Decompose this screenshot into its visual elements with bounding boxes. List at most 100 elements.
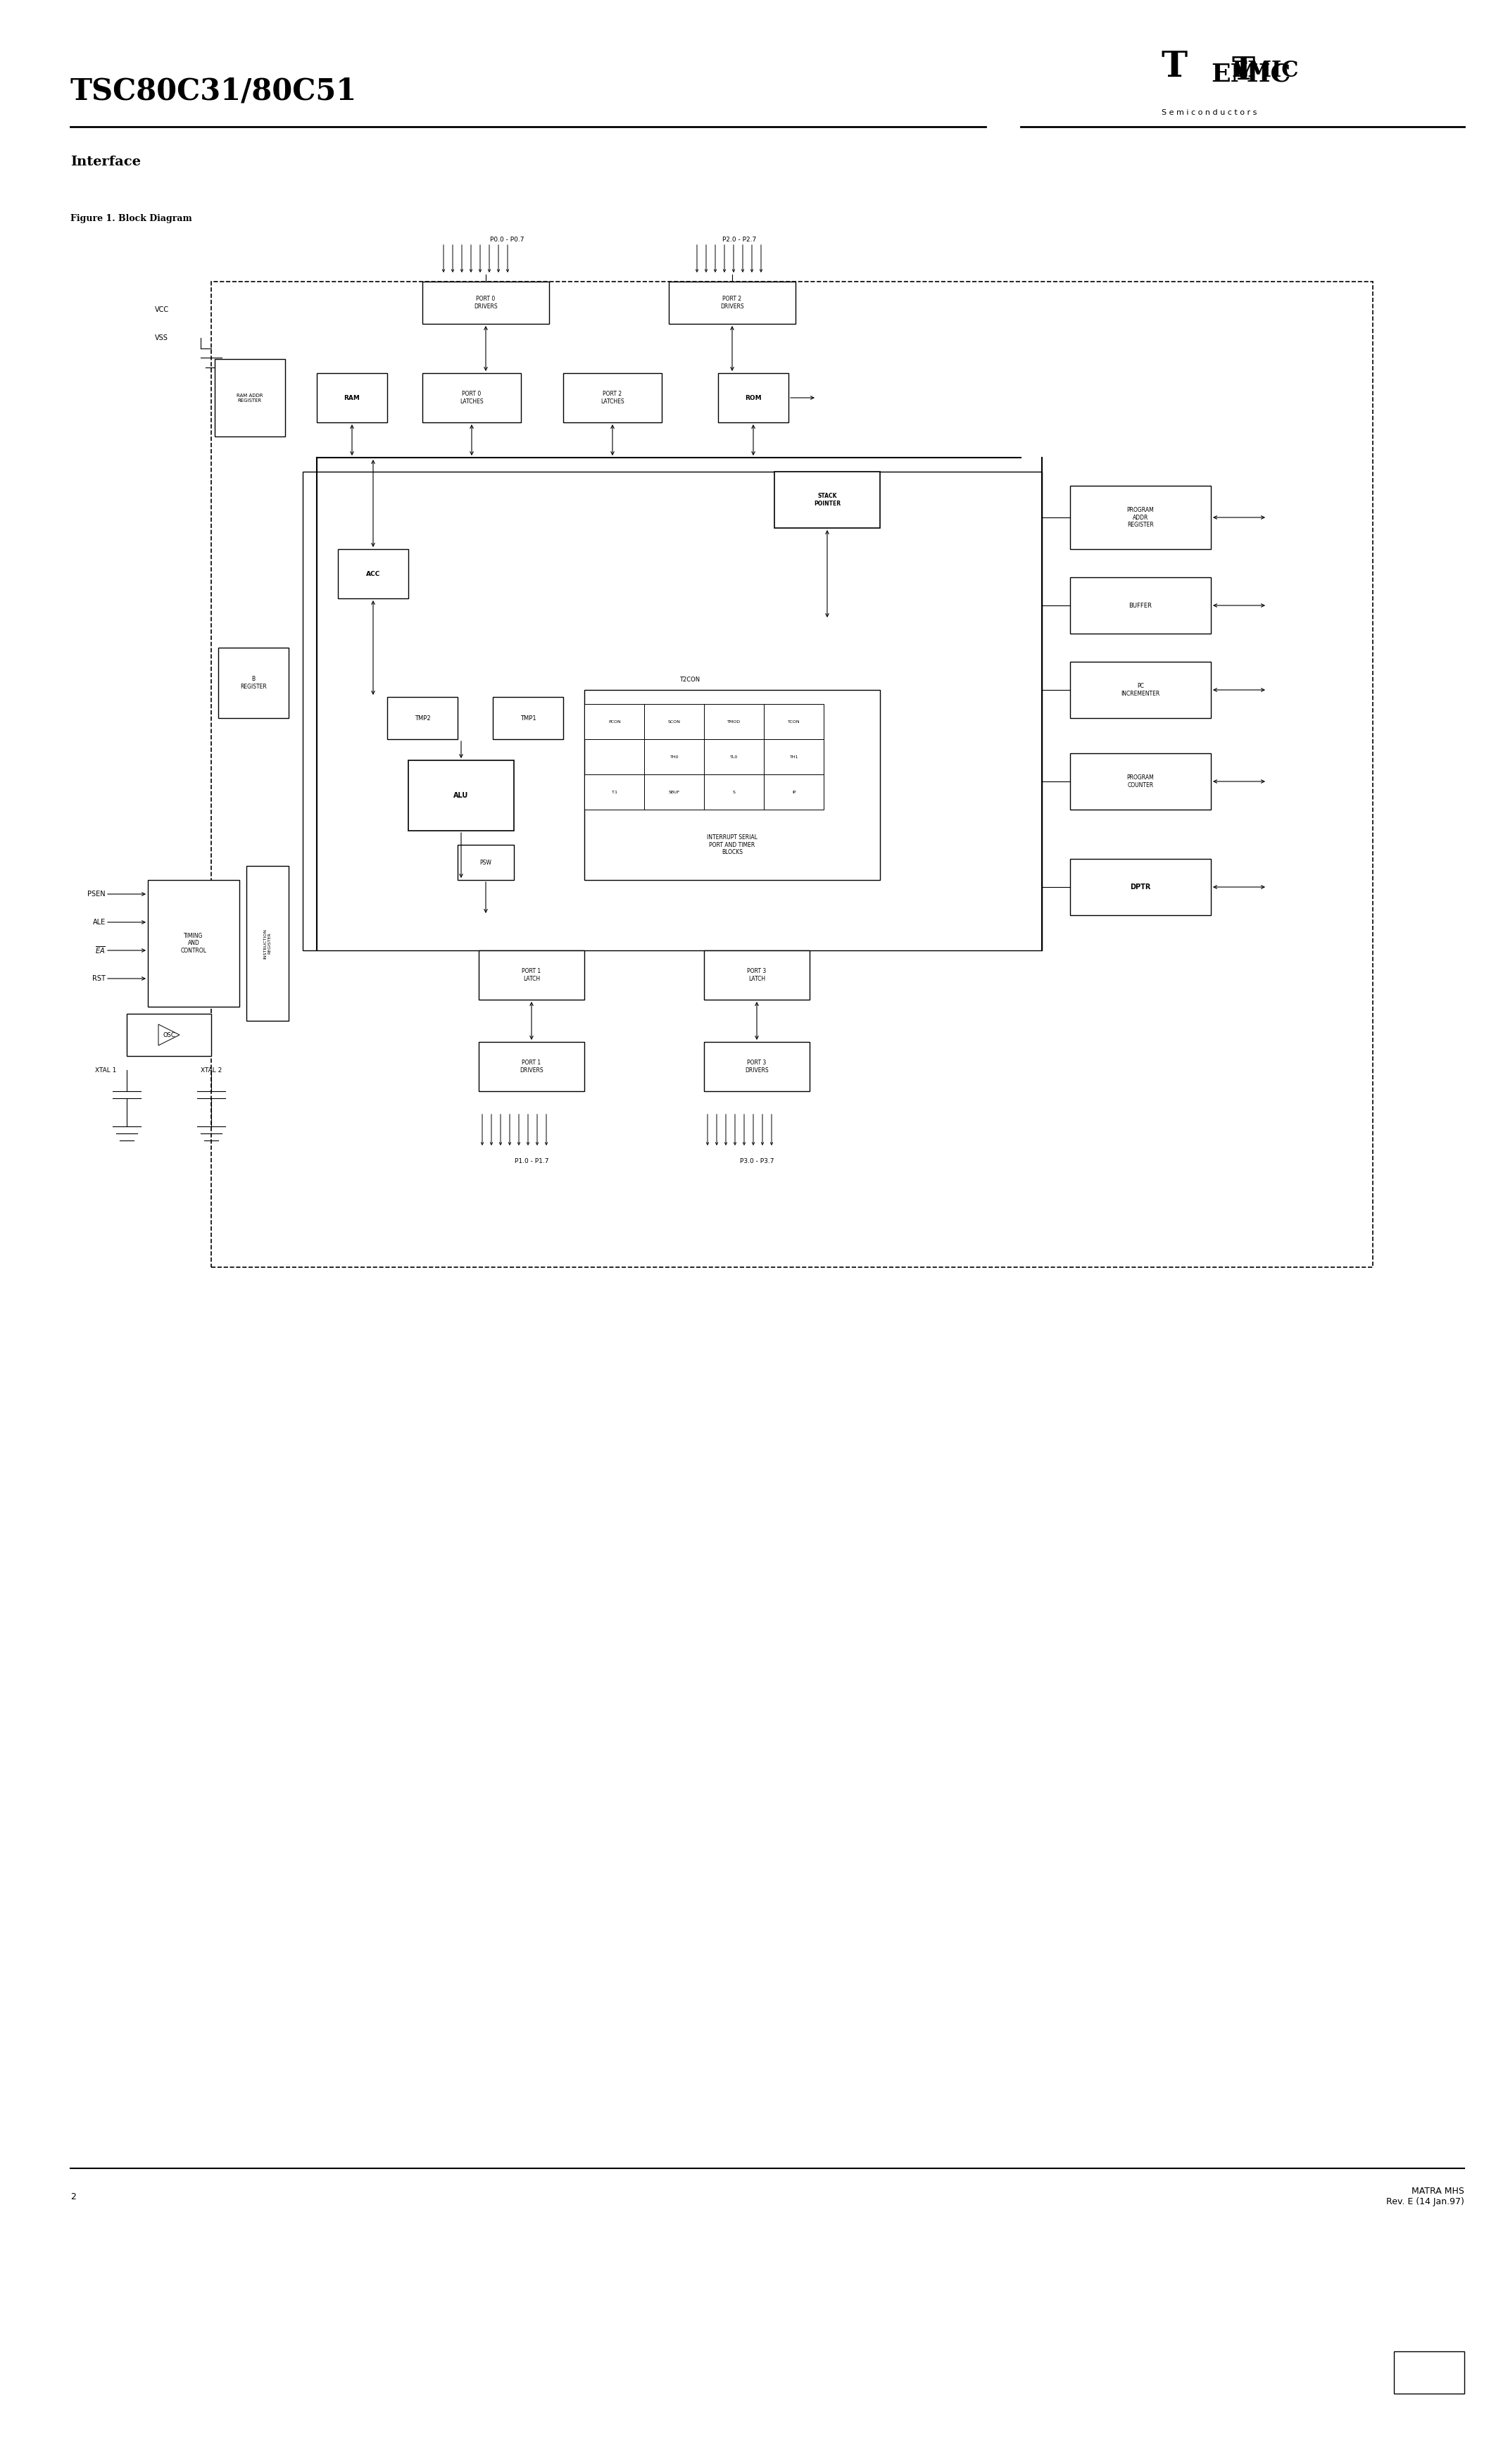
- Text: ALU: ALU: [453, 791, 468, 798]
- Bar: [492, 697, 562, 739]
- Bar: [764, 774, 824, 811]
- Text: B
REGISTER: B REGISTER: [241, 675, 266, 690]
- Text: PROGRAM
ADDR
REGISTER: PROGRAM ADDR REGISTER: [1126, 508, 1153, 527]
- Bar: [562, 372, 661, 421]
- Bar: [211, 281, 1373, 1266]
- Text: STACK
POINTER: STACK POINTER: [814, 493, 841, 508]
- Bar: [645, 739, 705, 774]
- Bar: [1070, 860, 1210, 914]
- Text: T: T: [1161, 49, 1188, 84]
- Text: PORT 2
LATCHES: PORT 2 LATCHES: [600, 392, 624, 404]
- Text: PORT 2
DRIVERS: PORT 2 DRIVERS: [721, 296, 744, 310]
- Text: S: S: [733, 791, 736, 793]
- Text: PORT 1
LATCH: PORT 1 LATCH: [522, 968, 542, 981]
- Bar: [479, 951, 585, 1000]
- Text: 2: 2: [70, 2193, 76, 2200]
- Text: PSEN: PSEN: [88, 890, 106, 897]
- Text: INSTRUCTION
REGISTER: INSTRUCTION REGISTER: [263, 929, 271, 958]
- Bar: [585, 690, 880, 880]
- Bar: [705, 774, 764, 811]
- Text: Interface: Interface: [70, 155, 141, 168]
- Text: P1.0 - P1.7: P1.0 - P1.7: [515, 1158, 549, 1165]
- Bar: [458, 845, 515, 880]
- Bar: [338, 549, 408, 599]
- Text: BUFFER: BUFFER: [1129, 601, 1152, 609]
- Text: XTAL 1: XTAL 1: [94, 1067, 117, 1074]
- Bar: [645, 774, 705, 811]
- Text: TH1: TH1: [790, 754, 799, 759]
- Bar: [422, 372, 521, 421]
- Text: PSW: PSW: [480, 860, 492, 865]
- Text: MATRA MHS
Rev. E (14 Jan.97): MATRA MHS Rev. E (14 Jan.97): [1387, 2186, 1465, 2205]
- Text: OSC: OSC: [163, 1032, 175, 1037]
- Text: PORT 3
DRIVERS: PORT 3 DRIVERS: [745, 1060, 769, 1074]
- Text: PORT 0
DRIVERS: PORT 0 DRIVERS: [474, 296, 498, 310]
- Bar: [775, 471, 880, 527]
- Bar: [218, 648, 289, 717]
- Bar: [585, 774, 645, 811]
- Text: PCON: PCON: [609, 719, 621, 724]
- Text: ROM: ROM: [745, 394, 761, 402]
- Text: VCC: VCC: [156, 306, 169, 313]
- Text: IP: IP: [793, 791, 796, 793]
- Text: TCON: TCON: [788, 719, 800, 724]
- Text: DPTR: DPTR: [1129, 885, 1150, 890]
- Text: VSS: VSS: [156, 335, 168, 342]
- Text: TH0: TH0: [670, 754, 679, 759]
- Bar: [1070, 754, 1210, 811]
- Text: S e m i c o n d u c t o r s: S e m i c o n d u c t o r s: [1161, 108, 1257, 116]
- Bar: [705, 951, 809, 1000]
- Bar: [1394, 2351, 1465, 2393]
- Text: RAM ADDR
REGISTER: RAM ADDR REGISTER: [236, 394, 263, 402]
- Text: RAM: RAM: [344, 394, 361, 402]
- Bar: [387, 697, 458, 739]
- Text: PROGRAM
COUNTER: PROGRAM COUNTER: [1126, 774, 1153, 788]
- Text: ALE: ALE: [93, 919, 106, 926]
- Bar: [705, 1042, 809, 1092]
- Text: $\overline{EA}$: $\overline{EA}$: [96, 946, 106, 956]
- Text: SCON: SCON: [669, 719, 681, 724]
- Bar: [645, 705, 705, 739]
- Text: PORT 1
DRIVERS: PORT 1 DRIVERS: [519, 1060, 543, 1074]
- Bar: [718, 372, 788, 421]
- Bar: [1070, 663, 1210, 717]
- Bar: [1070, 577, 1210, 633]
- Text: T.1: T.1: [612, 791, 618, 793]
- Bar: [247, 865, 289, 1020]
- Text: SBUF: SBUF: [669, 791, 681, 793]
- Bar: [317, 372, 387, 421]
- Text: Figure 1. Block Diagram: Figure 1. Block Diagram: [70, 214, 191, 222]
- Text: TL0: TL0: [730, 754, 738, 759]
- Bar: [764, 739, 824, 774]
- Bar: [705, 705, 764, 739]
- Bar: [127, 1013, 211, 1057]
- Text: PORT 0
LATCHES: PORT 0 LATCHES: [459, 392, 483, 404]
- Text: TMOD: TMOD: [727, 719, 741, 724]
- Bar: [215, 360, 286, 436]
- Bar: [422, 281, 549, 323]
- Bar: [302, 471, 1041, 951]
- Bar: [669, 281, 796, 323]
- Text: TIMING
AND
CONTROL: TIMING AND CONTROL: [181, 934, 206, 954]
- Bar: [408, 761, 515, 830]
- Text: TMP2: TMP2: [414, 715, 431, 722]
- Text: EMIC: EMIC: [1210, 62, 1291, 86]
- Bar: [764, 705, 824, 739]
- Bar: [585, 705, 645, 739]
- Text: PC
INCREMENTER: PC INCREMENTER: [1121, 683, 1159, 697]
- Text: INTERRUPT SERIAL
PORT AND TIMER
BLOCKS: INTERRUPT SERIAL PORT AND TIMER BLOCKS: [708, 835, 757, 855]
- Text: P0.0 - P0.7: P0.0 - P0.7: [489, 237, 524, 244]
- Text: P2.0 - P2.7: P2.0 - P2.7: [723, 237, 755, 244]
- Text: EMIC: EMIC: [1233, 59, 1299, 81]
- Text: T2CON: T2CON: [679, 678, 700, 683]
- Bar: [479, 1042, 585, 1092]
- Text: T: T: [1233, 54, 1255, 86]
- Text: RST: RST: [93, 976, 106, 983]
- Text: P3.0 - P3.7: P3.0 - P3.7: [739, 1158, 773, 1165]
- Bar: [1070, 485, 1210, 549]
- Bar: [705, 739, 764, 774]
- Text: PORT 3
LATCH: PORT 3 LATCH: [747, 968, 766, 981]
- Text: XTAL 2: XTAL 2: [200, 1067, 221, 1074]
- Text: ACC: ACC: [367, 572, 380, 577]
- Text: TMP1: TMP1: [521, 715, 536, 722]
